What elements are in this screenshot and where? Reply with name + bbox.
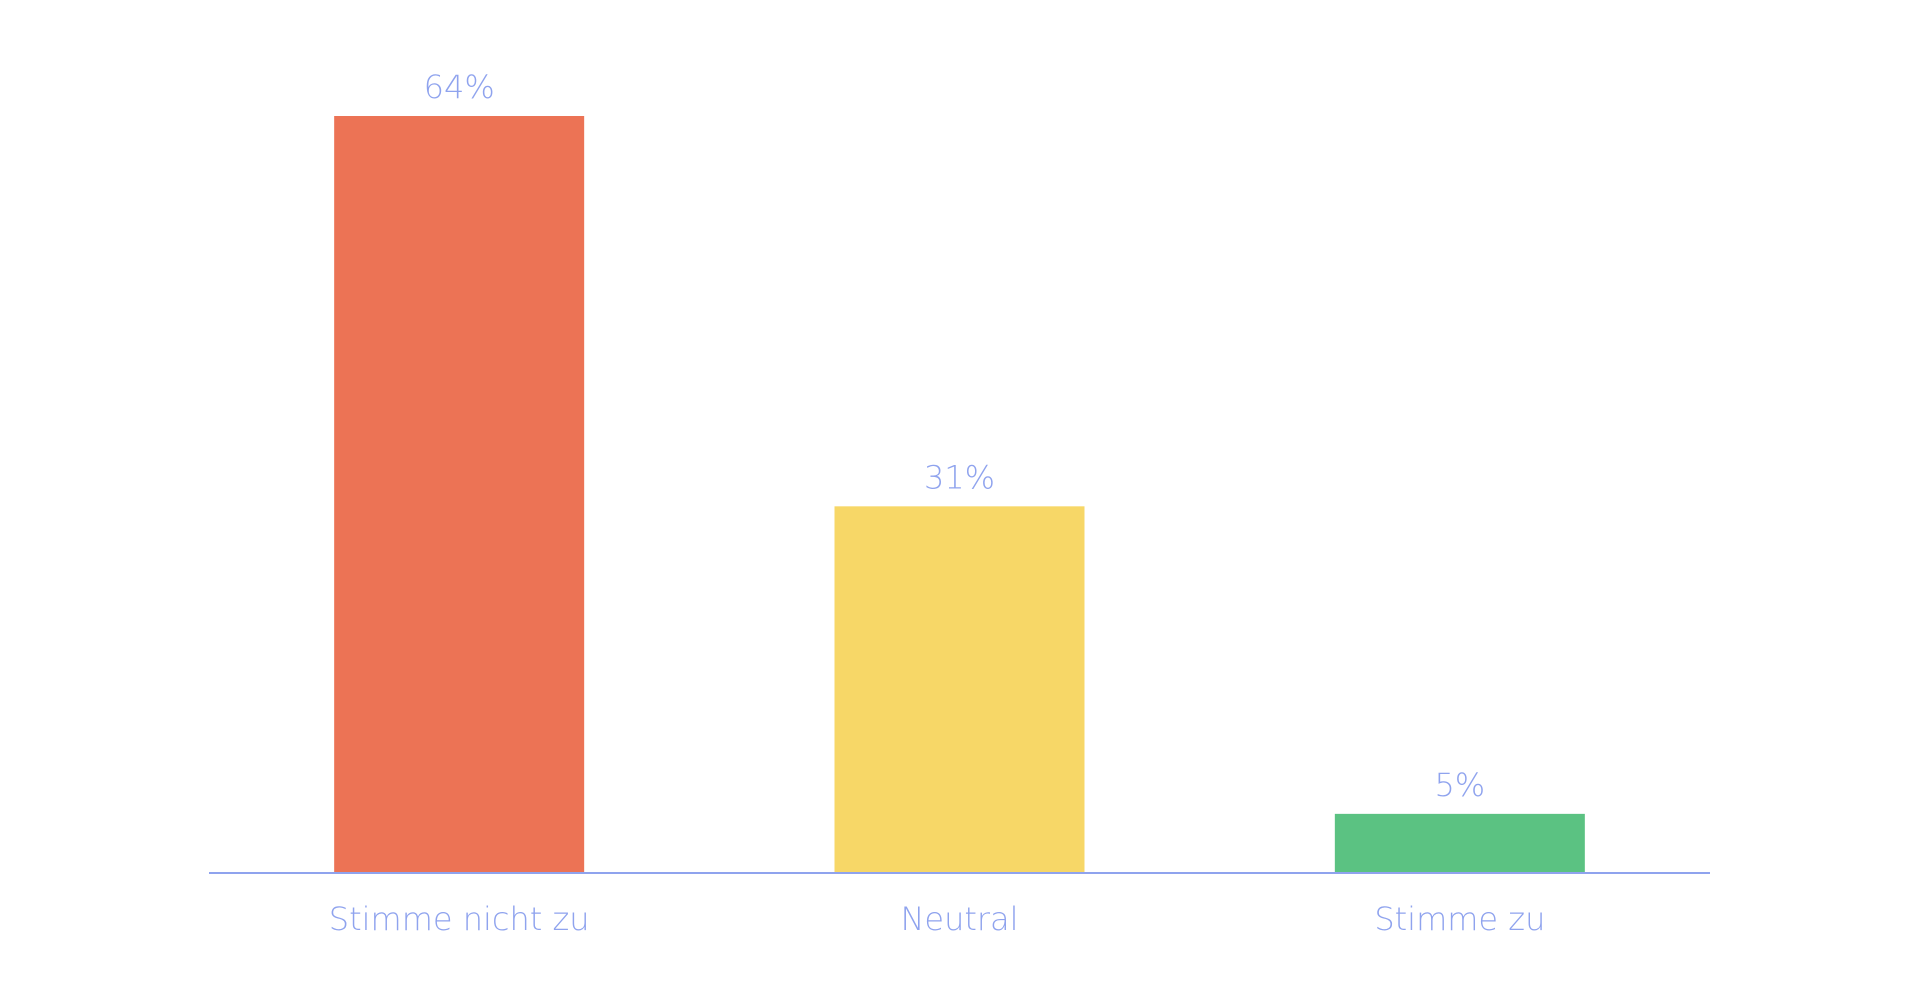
bar-value-label: 31% <box>924 458 995 496</box>
bars-group <box>334 116 1585 873</box>
x-tick-label: Stimme nicht zu <box>329 900 590 938</box>
x-tick-labels-group: Stimme nicht zu Neutral Stimme zu <box>329 900 1546 938</box>
value-labels-group: 64% 31% 5% <box>424 68 1486 804</box>
bar-2 <box>1334 813 1585 873</box>
bar-value-label: 64% <box>424 68 495 106</box>
x-tick-label: Neutral <box>900 900 1018 938</box>
x-tick-label: Stimme zu <box>1374 900 1545 938</box>
bar-1 <box>834 506 1085 873</box>
bar-value-label: 5% <box>1434 766 1485 804</box>
bar-0 <box>334 116 585 873</box>
